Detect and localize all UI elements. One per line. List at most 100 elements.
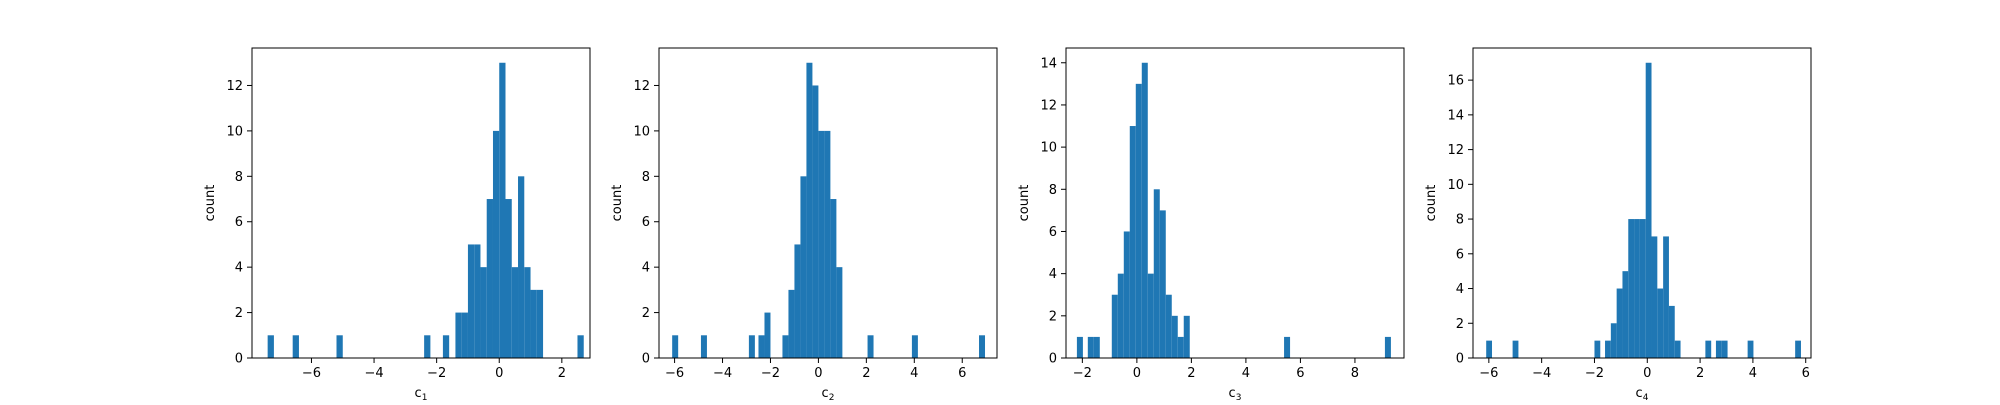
- x-tick-label: 0: [495, 366, 503, 381]
- y-tick-label: 2: [1049, 309, 1057, 324]
- x-axis-label: c4: [1636, 386, 1649, 400]
- x-axis-label: c2: [822, 386, 835, 400]
- histogram-bar: [700, 335, 707, 358]
- y-tick-label: 8: [1456, 213, 1464, 228]
- x-tick-label: 0: [1643, 366, 1651, 381]
- histogram-bar: [1087, 336, 1094, 358]
- x-tick-label: −2: [1073, 366, 1092, 381]
- histogram-bar: [530, 289, 537, 358]
- histogram-bar: [1721, 340, 1728, 358]
- histogram-bar: [467, 244, 475, 358]
- histogram-bar: [1663, 236, 1669, 358]
- x-axis-label: c3: [1229, 386, 1242, 400]
- y-axis-label: count: [1424, 185, 1439, 222]
- histogram-bar: [1610, 323, 1617, 358]
- histogram-bar: [267, 335, 274, 358]
- histogram-bar: [800, 176, 807, 358]
- y-tick-label: 10: [633, 124, 650, 139]
- x-tick-label: −4: [364, 366, 383, 381]
- histogram-bar: [1076, 336, 1083, 358]
- histogram-bar: [1651, 236, 1658, 358]
- histogram-bar: [1384, 336, 1391, 358]
- y-axis-label: count: [1017, 185, 1032, 222]
- x-tick-label: 0: [1133, 366, 1141, 381]
- histogram-bar: [867, 335, 874, 358]
- y-tick-label: 8: [235, 170, 243, 185]
- y-axis-label: count: [610, 185, 625, 222]
- histogram-bar: [1171, 315, 1178, 358]
- histogram-bar: [911, 335, 918, 358]
- y-tick-label: 12: [1040, 98, 1057, 113]
- x-tick-label: 4: [910, 366, 918, 381]
- histogram-bar: [499, 62, 506, 358]
- y-tick-label: 12: [633, 79, 650, 94]
- histogram-bar: [979, 335, 986, 358]
- histogram-bar: [836, 267, 843, 358]
- x-tick-label: 6: [1802, 366, 1810, 381]
- histogram-bar: [461, 312, 468, 358]
- subplot-2: −6 −4 −2 0 2 4 6 0 2 4 6 8 10 12 c2 count: [610, 47, 998, 403]
- histogram-bar: [812, 85, 819, 358]
- subplot-1: −6 −4 −2 0 2 0 2 4 6 8 10 12 c1 count: [203, 47, 591, 403]
- histogram-bar: [758, 335, 765, 358]
- y-tick-label: 4: [235, 261, 243, 276]
- histogram-bar: [830, 199, 837, 358]
- histogram-bar: [1093, 336, 1100, 358]
- x-tick-label: −4: [1532, 366, 1551, 381]
- histogram-bar: [486, 199, 493, 358]
- histogram-bar: [1117, 273, 1124, 358]
- x-tick-label: −6: [1479, 366, 1498, 381]
- histogram-bar: [1141, 62, 1148, 358]
- histogram-bar: [1183, 315, 1190, 358]
- y-tick-label: 0: [1049, 352, 1057, 367]
- x-tick-label: 2: [558, 366, 566, 381]
- y-tick-label: 2: [642, 306, 650, 321]
- histogram-bar: [1645, 62, 1652, 358]
- x-tick-label: 2: [862, 366, 870, 381]
- y-tick-label: 6: [642, 215, 650, 230]
- histogram-bar: [536, 289, 544, 358]
- y-tick-label: 0: [235, 352, 243, 367]
- histogram-bar: [1605, 340, 1611, 358]
- x-tick-label: 2: [1696, 366, 1704, 381]
- histogram-bar: [806, 62, 813, 358]
- y-tick-label: 8: [642, 170, 650, 185]
- y-tick-label: 6: [1049, 225, 1057, 240]
- y-tick-label: 16: [1447, 74, 1464, 89]
- histogram-bar: [1129, 126, 1136, 358]
- x-tick-label: 4: [1749, 366, 1757, 381]
- histogram-bar: [511, 267, 519, 358]
- y-tick-label: 2: [1456, 317, 1464, 332]
- histogram-bar: [788, 289, 795, 358]
- x-tick-label: 8: [1351, 366, 1359, 381]
- histogram-bar: [1165, 294, 1172, 358]
- axes-frame: [1472, 47, 1812, 359]
- y-axis-label: count: [203, 185, 218, 222]
- histogram-bar: [1616, 288, 1623, 358]
- histogram-bar: [1747, 340, 1754, 358]
- histogram-bar: [794, 244, 801, 358]
- histogram-bar: [1135, 83, 1142, 358]
- histogram-bar: [480, 267, 487, 358]
- axes-frame: [658, 47, 998, 359]
- histogram-bar: [424, 335, 431, 358]
- histogram-bar: [1628, 219, 1635, 358]
- y-tick-label: 10: [226, 124, 243, 139]
- histogram-bar: [1486, 340, 1493, 358]
- axes-frame: [251, 47, 591, 359]
- histogram-bar: [782, 335, 789, 358]
- x-tick-label: 4: [1242, 366, 1250, 381]
- x-tick-label: −2: [761, 366, 780, 381]
- histogram-bar: [818, 130, 825, 358]
- subplot-4: −6 −4 −2 0 2 4 6 0 2 4 6 8 10 12 14 16 c4 count: [1424, 47, 1812, 403]
- subplot-3: −2 0 2 4 6 8 0 2 4 6 8 10 12 14 c3 count: [1017, 47, 1405, 403]
- y-tick-label: 12: [226, 79, 243, 94]
- histogram-bar: [824, 130, 831, 358]
- histogram-bar: [1705, 340, 1712, 358]
- y-tick-label: 6: [235, 215, 243, 230]
- histogram-bar: [442, 335, 450, 358]
- histogram-bar: [1111, 294, 1118, 358]
- y-tick-label: 4: [1049, 267, 1057, 282]
